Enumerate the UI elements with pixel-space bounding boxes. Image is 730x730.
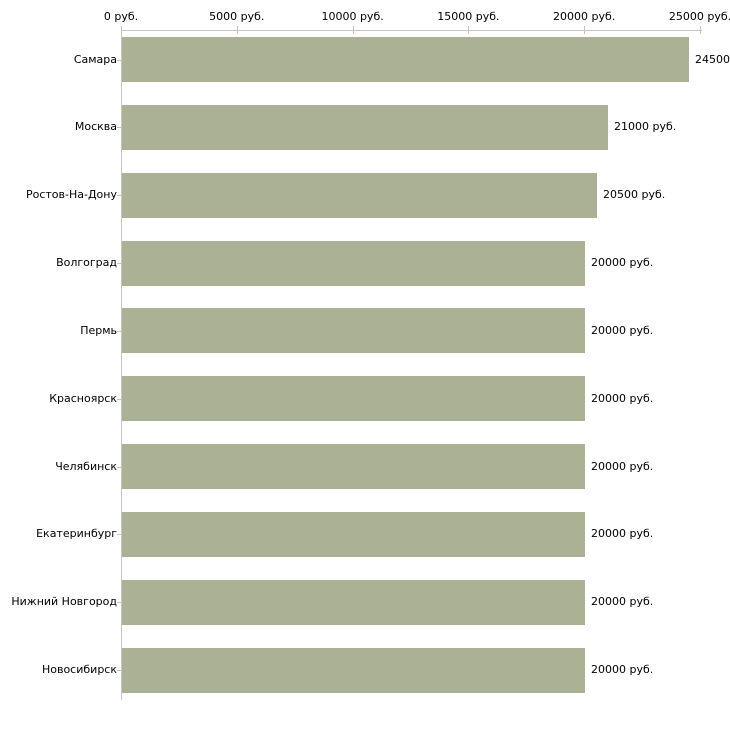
y-axis-tick-mark	[117, 195, 121, 196]
y-axis-tick-mark	[117, 534, 121, 535]
bar-value-label: 24500 руб.	[695, 52, 730, 66]
y-axis-tick-mark	[117, 467, 121, 468]
x-axis-tick-label: 20000 руб.	[553, 10, 616, 23]
bar	[122, 104, 608, 150]
bar-value-label: 20000 руб.	[591, 663, 654, 677]
bar-value-label: 21000 руб.	[614, 120, 677, 134]
bar	[122, 308, 585, 354]
bar	[122, 172, 597, 218]
category-label: Челябинск	[55, 459, 117, 473]
category-label: Ростов-На-Дону	[25, 188, 117, 202]
x-axis-tick-label: 25000 руб.	[668, 10, 730, 23]
bar	[122, 647, 585, 693]
bar-value-label: 20500 руб.	[603, 188, 666, 202]
bar	[122, 511, 585, 557]
bar	[122, 240, 585, 286]
y-axis-line	[121, 30, 122, 700]
bar-value-label: 20000 руб.	[591, 323, 654, 337]
bar	[122, 376, 585, 422]
x-axis-tick-label: 15000 руб.	[437, 10, 500, 23]
category-label: Волгоград	[56, 256, 117, 270]
y-axis-tick-mark	[117, 263, 121, 264]
category-label: Новосибирск	[41, 663, 117, 677]
x-axis-tick-label: 5000 руб.	[209, 10, 265, 23]
y-axis-tick-mark	[117, 60, 121, 61]
y-axis-tick-mark	[117, 127, 121, 128]
y-axis-tick-mark	[117, 670, 121, 671]
bar-value-label: 20000 руб.	[591, 595, 654, 609]
y-axis-tick-mark	[117, 602, 121, 603]
bar-value-label: 20000 руб.	[591, 256, 654, 270]
bar-value-label: 20000 руб.	[591, 459, 654, 473]
category-label: Красноярск	[49, 391, 117, 405]
bar-value-label: 20000 руб.	[591, 527, 654, 541]
bar	[122, 579, 585, 625]
y-axis-tick-mark	[117, 399, 121, 400]
x-axis-line	[121, 30, 702, 31]
category-label: Пермь	[80, 323, 117, 337]
category-label: Самара	[73, 52, 117, 66]
category-label: Москва	[74, 120, 117, 134]
x-axis-tick-label: 0 руб.	[103, 10, 139, 23]
bar	[122, 444, 585, 490]
category-label: Екатеринбург	[36, 527, 117, 541]
category-label: Нижний Новгород	[11, 595, 117, 609]
y-axis-tick-mark	[117, 331, 121, 332]
bar	[122, 37, 689, 82]
x-axis-tick-label: 10000 руб.	[321, 10, 384, 23]
bar-value-label: 20000 руб.	[591, 391, 654, 405]
